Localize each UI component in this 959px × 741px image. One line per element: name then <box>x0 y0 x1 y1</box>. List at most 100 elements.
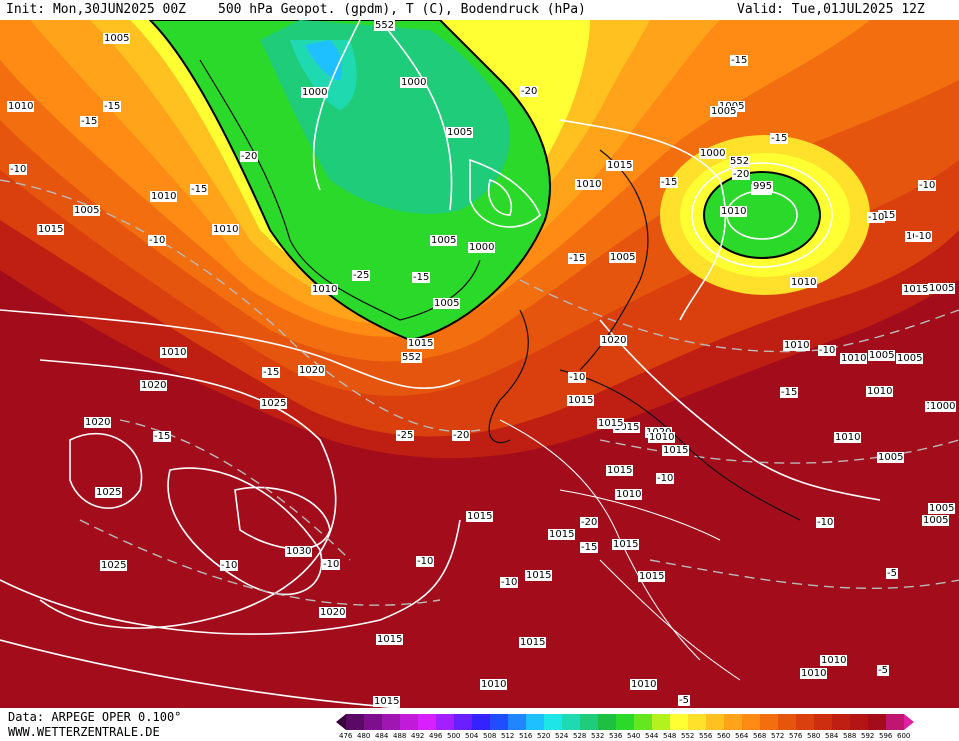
isotherm-label: -10 <box>867 212 886 223</box>
init-time: Init: Mon,30JUN2025 00Z <box>6 2 187 17</box>
isotherm-label: -25 <box>396 430 415 441</box>
legend-tick-label: 520 <box>537 732 551 740</box>
isotherm-label: -10 <box>914 231 933 242</box>
legend-tick-label: 600 <box>897 732 911 740</box>
chart-footer: Data: ARPEGE OPER 0.100° WWW.WETTERZENTR… <box>0 708 959 741</box>
legend-tick-label: 480 <box>357 732 371 740</box>
isotherm-label: -20 <box>240 151 259 162</box>
isobar-label: 1005 <box>433 298 461 309</box>
isotherm-label: -10 <box>9 164 28 175</box>
height-contour-label: 552 <box>401 352 423 363</box>
legend-tick-label: 584 <box>825 732 839 740</box>
isotherm-label: -15 <box>153 431 172 442</box>
isobar-label: 1025 <box>95 487 123 498</box>
legend-tick-label: 488 <box>393 732 407 740</box>
isobar-label: 1000 <box>699 148 727 159</box>
isobar-label: 1010 <box>790 277 818 288</box>
isotherm-label: -5 <box>678 695 690 706</box>
isobar-label: 1005 <box>609 252 637 263</box>
legend-tick-label: 556 <box>699 732 713 740</box>
isobar-label: 1010 <box>783 340 811 351</box>
legend-tick-label: 476 <box>339 732 353 740</box>
legend-tick-label: 540 <box>627 732 641 740</box>
legend-swatch <box>382 714 400 730</box>
legend-tick-label: 500 <box>447 732 461 740</box>
isobar-label: 1015 <box>638 571 666 582</box>
legend-tick-label: 580 <box>807 732 821 740</box>
isotherm-label: -10 <box>816 517 835 528</box>
legend-swatch <box>508 714 526 730</box>
field-band-528 <box>305 40 342 80</box>
legend-swatch <box>454 714 472 730</box>
isotherm-label: -10 <box>918 180 937 191</box>
isobar-label: 1005 <box>896 353 924 364</box>
isobar-label: 1000 <box>400 77 428 88</box>
isobar-label: 1020 <box>600 335 628 346</box>
data-source: Data: ARPEGE OPER 0.100° <box>8 710 182 724</box>
legend-swatch <box>868 714 886 730</box>
isobar-label: 1010 <box>648 432 676 443</box>
isobar-label: 1000 <box>468 242 496 253</box>
isotherm-label: -10 <box>416 556 435 567</box>
chart-title: 500 hPa Geopot. (gpdm), T (C), Bodendruc… <box>218 2 586 17</box>
legend-swatch <box>364 714 382 730</box>
isobar-label: 1005 <box>73 205 101 216</box>
isotherm-label: -20 <box>732 169 751 180</box>
isobar-label: 1000 <box>301 87 329 98</box>
isotherm-label: -25 <box>352 270 371 281</box>
legend-swatch <box>598 714 616 730</box>
isobar-label: 1010 <box>840 353 868 364</box>
isotherm-label: -20 <box>580 517 599 528</box>
legend-swatch <box>796 714 814 730</box>
isobar-label: 1010 <box>615 489 643 500</box>
legend-swatch <box>832 714 850 730</box>
legend-tick-label: 568 <box>753 732 767 740</box>
isobar-label: 1015 <box>548 529 576 540</box>
legend-swatch <box>652 714 670 730</box>
legend-swatch <box>724 714 742 730</box>
isotherm-label: -15 <box>190 184 209 195</box>
legend-swatch <box>886 714 904 730</box>
isotherm-label: -5 <box>877 665 889 676</box>
height-contour-label: 552 <box>729 156 751 167</box>
isobar-label: 1015 <box>567 395 595 406</box>
legend-tick-label: 492 <box>411 732 425 740</box>
isobar-label: 1025 <box>100 560 128 571</box>
isobar-label: 1010 <box>212 224 240 235</box>
isobar-label: 1005 <box>446 127 474 138</box>
legend-tick-label: 596 <box>879 732 893 740</box>
isotherm-label: -15 <box>878 210 897 221</box>
legend-tick-label: 524 <box>555 732 569 740</box>
legend-tick-label: 552 <box>681 732 695 740</box>
legend-swatch <box>526 714 544 730</box>
isobar-label: 1010 <box>630 679 658 690</box>
isotherm-label: -15 <box>580 542 599 553</box>
legend-tick-label: 564 <box>735 732 749 740</box>
isobar-label: 1020 <box>298 365 326 376</box>
legend-tick-label: 536 <box>609 732 623 740</box>
isotherm-label: -20 <box>520 86 539 97</box>
legend-arrow-low <box>336 714 346 730</box>
legend-swatch <box>472 714 490 730</box>
isotherm-label: -10 <box>148 235 167 246</box>
isotherm-label: -10 <box>322 559 341 570</box>
isobar-label: 1010 <box>800 668 828 679</box>
isobar-label: 1005 <box>868 350 896 361</box>
legend-swatch <box>400 714 418 730</box>
isotherm-label: -15 <box>780 387 799 398</box>
isobar-label: 1000 <box>929 401 957 412</box>
isobar-label: 1010 <box>480 679 508 690</box>
legend-swatch <box>634 714 652 730</box>
isobar-label: 1020 <box>319 607 347 618</box>
chart-header: Init: Mon,30JUN2025 00Z 500 hPa Geopot. … <box>0 0 959 20</box>
weather-map[interactable]: 1005100010101005100010051000100510101005… <box>0 20 959 708</box>
isobar-label: 1015 <box>519 637 547 648</box>
legend-tick-label: 496 <box>429 732 443 740</box>
isobar-label: 1015 <box>373 696 401 707</box>
isobar-label: 1015 <box>606 160 634 171</box>
isotherm-label: -10 <box>500 577 519 588</box>
isobar-label: 1010 <box>720 206 748 217</box>
legend-tick-label: 528 <box>573 732 587 740</box>
legend-tick-label: 508 <box>483 732 497 740</box>
legend-tick-label: 512 <box>501 732 515 740</box>
